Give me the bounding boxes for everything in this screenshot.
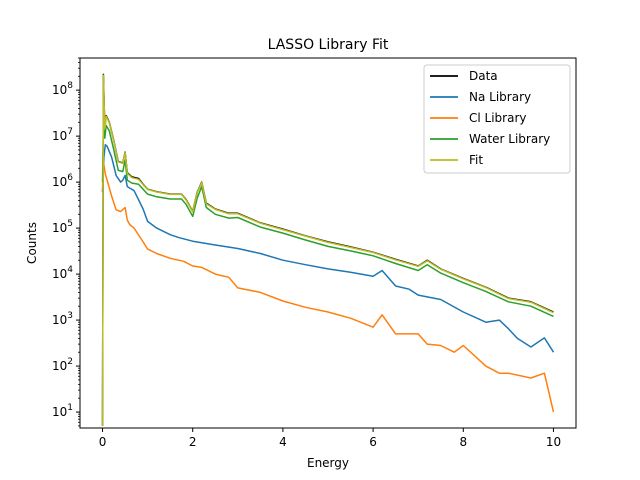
y-tick-label: 105 — [52, 219, 73, 235]
legend-label: Data — [469, 69, 498, 83]
legend-label: Water Library — [469, 132, 550, 146]
y-axis: 101 102 103 104 105 106 107 108 — [52, 57, 80, 427]
y-axis-label: Counts — [25, 222, 39, 264]
legend: Data Na Library Cl Library Water Library Fit — [423, 64, 571, 174]
y-tick-label: 104 — [52, 265, 73, 281]
x-tick-label: 6 — [369, 435, 377, 449]
x-tick-label: 0 — [99, 435, 107, 449]
y-tick-label: 102 — [52, 357, 73, 373]
x-axis: 0 2 4 6 8 10 — [99, 428, 561, 449]
chart-title: LASSO Library Fit — [268, 37, 389, 53]
series-line-cl-library — [101, 160, 555, 413]
x-tick-label: 4 — [279, 435, 287, 449]
x-tick-label: 10 — [546, 435, 561, 449]
legend-frame — [423, 64, 571, 174]
y-tick-label: 106 — [52, 173, 73, 189]
y-tick-label: 107 — [52, 127, 73, 143]
y-tick-label: 108 — [52, 81, 73, 97]
x-tick-label: 2 — [189, 435, 197, 449]
series-line-water-library — [101, 123, 554, 318]
y-tick-label: 103 — [52, 311, 73, 327]
y-tick-label: 101 — [52, 403, 73, 419]
series-line-na-library — [101, 143, 555, 353]
legend-label: Cl Library — [469, 111, 527, 125]
series-layer — [101, 73, 555, 426]
plot-frame — [79, 57, 577, 429]
series-line-fit — [101, 74, 554, 426]
x-axis-label: Energy — [307, 456, 349, 470]
x-tick-label: 8 — [459, 435, 467, 449]
legend-label: Fit — [469, 153, 483, 167]
legend-label: Na Library — [469, 90, 531, 104]
